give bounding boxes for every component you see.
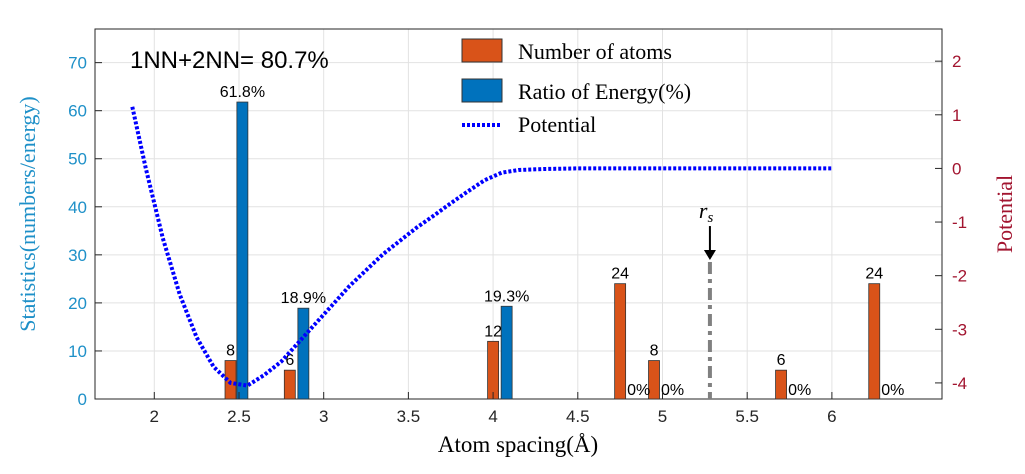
y-left-tick-label: 10 [68,342,87,361]
x-ticks: 2 2.5 3 3.5 4 4.5 5 5.5 6 [150,392,837,426]
bar [648,360,660,400]
x-tick-label: 2 [150,407,159,426]
bar [297,307,310,400]
y-left-tick-label: 20 [68,294,87,313]
bar-label: 0% [627,382,650,399]
bar [868,283,881,400]
bar [283,369,296,400]
y-left-tick-label: 60 [68,102,87,121]
bar-label: 0% [661,382,684,399]
y-left-tick-label: 0 [78,390,87,409]
x-tick-label: 3.5 [397,407,421,426]
y-ticks-right: -4 -3 -2 -1 0 1 2 [935,52,967,393]
legend-label-number-of-atoms: Number of atoms [518,39,672,64]
bar [487,340,499,400]
y-right-tick-label: -1 [952,213,967,232]
x-tick-label: 4 [488,407,497,426]
x-tick-label: 4.5 [566,407,590,426]
bar-label: 8 [650,343,659,360]
bar [775,369,787,400]
legend-swatch-number-of-atoms [461,38,503,63]
bar-label: 12 [484,323,502,340]
annotation-text: 1NN+2NN= 80.7% [130,47,329,74]
potential-layer [130,106,832,388]
rs-arrow-head [703,250,716,261]
y-left-tick-label: 50 [68,150,87,169]
bar-labels: 8 6 12 24 8 6 24 61.8% 18.9% 19.3% 0% 0% 0% 0% [220,84,905,399]
bar-label: 6 [777,352,786,369]
bar-label: 24 [865,266,883,283]
x-tick-label: 2.5 [227,407,251,426]
x-tick-label: 3 [319,407,328,426]
bar-label: 0% [881,382,904,399]
bar-label: 24 [611,266,629,283]
potential-line [130,106,832,388]
x-tick-label: 5 [658,407,667,426]
y-right-tick-label: -4 [952,374,967,393]
legend-swatch-ratio-of-energy [461,78,503,103]
bar-label: 6 [285,352,294,369]
bar [500,305,513,400]
y-left-tick-label: 40 [68,198,87,217]
y-right-tick-label: 2 [952,52,961,71]
y-axis-label-right: Potential [992,175,1017,253]
plot-area-frame [94,28,943,400]
y-axis-label-left: Statistics(numbers/energy) [15,96,40,331]
rs-marker: rs [699,198,716,399]
y-right-tick-label: 0 [952,159,961,178]
y-right-tick-label: 1 [952,106,961,125]
y-right-tick-label: -3 [952,320,967,339]
legend-label-potential: Potential [518,112,596,137]
y-ticks-left: 0 10 20 30 40 50 60 70 [68,54,102,409]
x-axis-label: Atom spacing(Å) [438,432,598,457]
bar-label: 0% [788,382,811,399]
x-tick-label: 5.5 [735,407,759,426]
y-left-tick-label: 70 [68,54,87,73]
y-left-tick-label: 30 [68,246,87,265]
bar [614,283,627,400]
x-tick-label: 6 [827,407,836,426]
bar-label: 18.9% [281,290,326,307]
y-right-tick-label: -2 [952,267,967,286]
legend: Number of atoms Ratio of Energy(%) Poten… [461,38,691,137]
bar-label: 19.3% [484,288,529,305]
bars [224,101,881,400]
bar [236,101,249,400]
legend-label-ratio-of-energy: Ratio of Energy(%) [518,79,691,104]
bar-label: 61.8% [220,84,265,101]
rs-label: rs [699,198,714,226]
bar-label: 8 [226,343,235,360]
